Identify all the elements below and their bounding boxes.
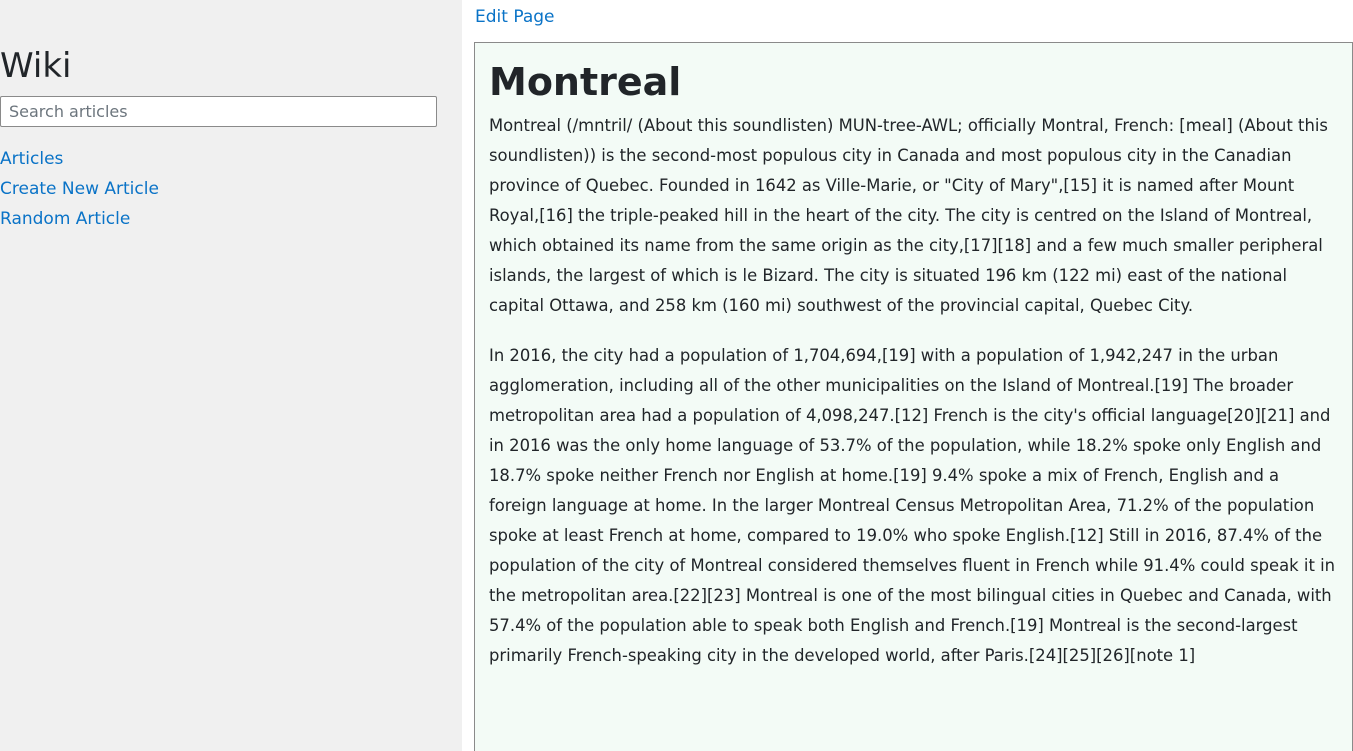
edit-page-link[interactable]: Edit Page	[475, 7, 555, 27]
nav-item-random-article: Random Article	[0, 204, 159, 234]
article-paragraph-2: In 2016, the city had a population of 1,…	[489, 346, 1336, 665]
nav-link-articles[interactable]: Articles	[0, 149, 64, 169]
site-title: Wiki	[0, 46, 72, 86]
search-input[interactable]	[0, 96, 437, 127]
sidebar: Wiki Articles Create New Article Random …	[0, 0, 462, 751]
article-panel: Montreal Montreal (/mntril/ (About this …	[474, 42, 1353, 751]
nav-link-create-new-article[interactable]: Create New Article	[0, 179, 159, 199]
sidebar-nav: Articles Create New Article Random Artic…	[0, 144, 159, 234]
article-title: Montreal	[489, 60, 682, 104]
article-paragraph-1: Montreal (/mntril/ (About this soundlist…	[489, 116, 1328, 315]
nav-item-create-new-article: Create New Article	[0, 174, 159, 204]
nav-link-random-article[interactable]: Random Article	[0, 209, 131, 229]
nav-item-articles: Articles	[0, 144, 159, 174]
